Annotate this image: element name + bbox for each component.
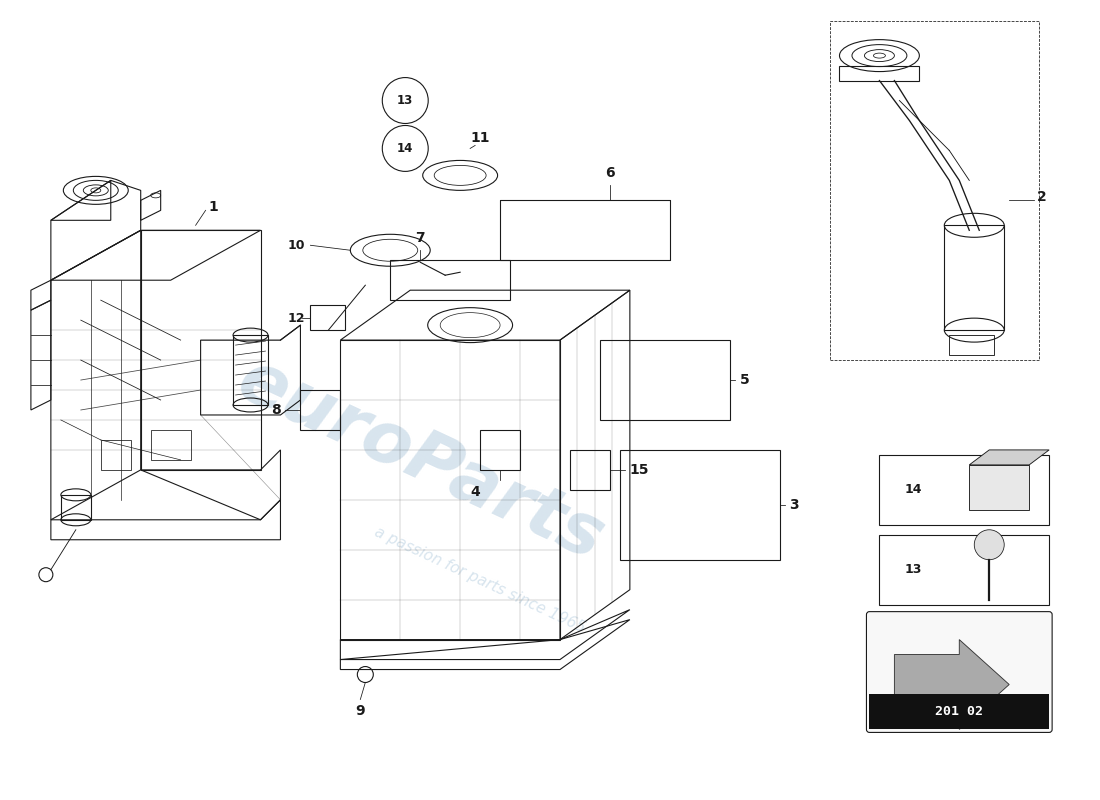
Text: 14: 14 (904, 483, 922, 496)
Text: 1: 1 (209, 200, 218, 214)
Text: 5: 5 (739, 373, 749, 387)
Polygon shape (969, 465, 1030, 510)
Polygon shape (969, 450, 1049, 465)
Text: 4: 4 (471, 485, 480, 499)
Text: 9: 9 (355, 705, 365, 718)
Bar (879, 534, 1049, 605)
Circle shape (975, 530, 1004, 560)
Text: 13: 13 (397, 94, 414, 107)
Text: 14: 14 (397, 142, 414, 155)
Bar (879, 455, 1049, 525)
Text: 12: 12 (288, 312, 306, 325)
Bar (829, 21, 1040, 360)
FancyBboxPatch shape (867, 612, 1052, 733)
Text: 11: 11 (471, 131, 490, 146)
Text: 2: 2 (1037, 190, 1047, 204)
Text: 7: 7 (416, 231, 425, 246)
Polygon shape (894, 639, 1009, 730)
Polygon shape (894, 714, 959, 725)
Text: 201 02: 201 02 (935, 706, 983, 718)
Text: 6: 6 (605, 166, 615, 180)
Text: a passion for parts since 1965: a passion for parts since 1965 (372, 524, 587, 635)
Text: 15: 15 (630, 463, 649, 477)
Text: euroParts: euroParts (227, 345, 614, 575)
Text: 13: 13 (904, 563, 922, 576)
Text: 10: 10 (288, 238, 306, 252)
Bar (869, 694, 1049, 730)
Text: 3: 3 (790, 498, 800, 512)
Text: 8: 8 (271, 403, 281, 417)
